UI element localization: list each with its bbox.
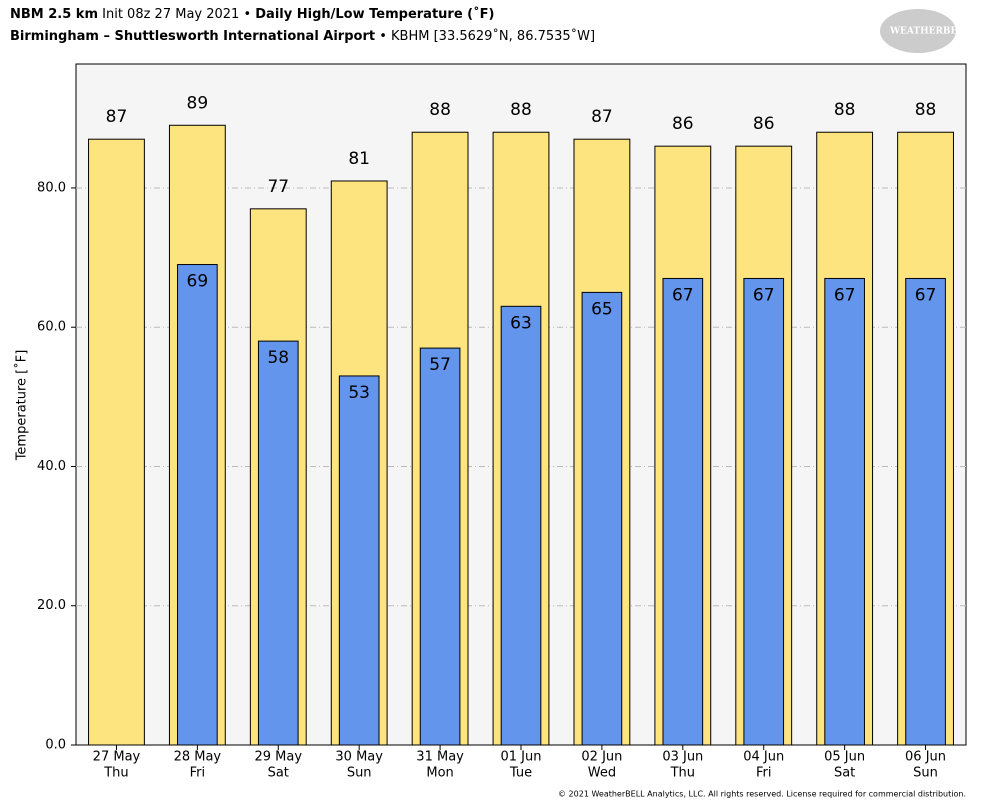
x-tick-label: 27 May (93, 750, 141, 765)
x-tick-weekday: Tue (509, 766, 532, 781)
data-label: 89 (187, 93, 209, 113)
x-tick-label: 28 May (174, 750, 222, 765)
bar (581, 291, 623, 746)
x-tick-label: 02 Jun (581, 750, 622, 765)
subtitle-place: Birmingham – Shuttlesworth International… (10, 29, 375, 44)
x-tick-label: 06 Jun (905, 750, 946, 765)
x-tick-weekday: Wed (588, 766, 616, 781)
x-tick-weekday: Thu (103, 766, 128, 781)
bar (88, 138, 145, 746)
bar (662, 277, 704, 746)
x-tick-label: 29 May (254, 750, 302, 765)
x-tick-label: 30 May (335, 750, 383, 765)
bar (905, 277, 946, 746)
x-tick-weekday: Fri (756, 766, 772, 781)
logo-badge (880, 9, 956, 53)
title-init: Init 08z 27 May 2021 • (102, 7, 251, 22)
data-label: 58 (267, 348, 289, 368)
bar (824, 277, 865, 746)
chart-subtitle: Birmingham – Shuttlesworth International… (10, 28, 595, 44)
x-tick-label: 03 Jun (662, 750, 703, 765)
x-tick-weekday: Sun (347, 766, 372, 781)
x-tick-label: 05 Jun (824, 750, 865, 765)
data-label: 88 (915, 100, 937, 120)
bar (743, 277, 785, 746)
footer: © 2021 WeatherBELL Analytics, LLC. All r… (558, 790, 966, 799)
data-label: 86 (753, 114, 775, 134)
data-label: 77 (267, 177, 289, 197)
data-label: 81 (348, 149, 370, 169)
data-label: 67 (753, 285, 775, 305)
title-main: Daily High/Low Temperature (˚F) (255, 6, 494, 22)
x-tick-weekday: Thu (670, 766, 695, 781)
bar (257, 340, 299, 746)
logo: WEATHERBELL (889, 27, 971, 37)
subtitle-station: • KBHM [33.5629˚N, 86.7535˚W] (379, 28, 595, 44)
y-tick-label: 60.0 (37, 320, 66, 335)
title-model: NBM 2.5 km (10, 7, 98, 22)
bar (338, 375, 380, 746)
y-tick-label: 40.0 (37, 459, 66, 474)
data-label: 87 (106, 107, 128, 127)
bar (419, 347, 461, 746)
data-label: 65 (591, 299, 613, 319)
x-tick-label: 31 May (416, 750, 464, 765)
x-tick-weekday: Mon (426, 766, 453, 781)
data-label: 87 (591, 107, 613, 127)
x-tick-weekday: Sat (268, 766, 289, 781)
x-tick-label: 04 Jun (743, 750, 784, 765)
bar (177, 264, 218, 746)
data-label: 57 (429, 355, 451, 375)
y-tick-label: 20.0 (37, 598, 66, 613)
data-label: 53 (348, 383, 370, 403)
y-tick-label: 80.0 (37, 180, 66, 195)
x-tick-label: 01 Jun (501, 750, 542, 765)
bar (500, 305, 542, 746)
y-axis-title: Temperature [˚F] (14, 350, 30, 462)
x-tick-weekday: Sat (834, 766, 855, 781)
data-label: 86 (672, 114, 694, 134)
data-label: 67 (834, 285, 856, 305)
x-tick-weekday: Fri (190, 766, 206, 781)
data-label: 88 (510, 100, 532, 120)
y-tick-label: 0.0 (45, 738, 66, 753)
data-label: 69 (187, 272, 209, 292)
data-label: 67 (672, 285, 694, 305)
x-tick-weekday: Sun (913, 766, 938, 781)
chart-title: NBM 2.5 km Init 08z 27 May 2021 • Daily … (10, 6, 494, 22)
data-label: 88 (429, 100, 451, 120)
data-label: 88 (834, 100, 856, 120)
data-label: 63 (510, 313, 532, 333)
data-label: 67 (915, 285, 937, 305)
